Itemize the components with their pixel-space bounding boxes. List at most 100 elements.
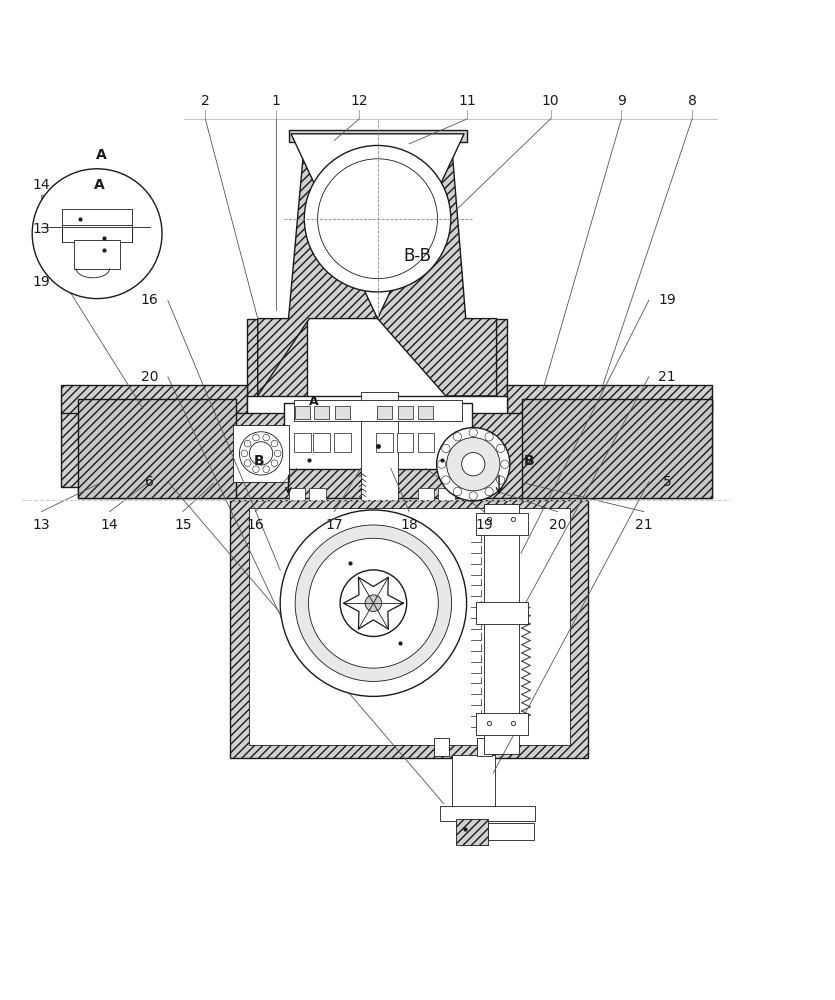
Text: 21: 21	[635, 518, 653, 532]
Circle shape	[281, 510, 467, 696]
Bar	[61, 385, 247, 413]
Text: B-B: B-B	[403, 247, 432, 265]
Circle shape	[442, 476, 450, 484]
Circle shape	[250, 442, 273, 465]
Circle shape	[453, 487, 462, 496]
Circle shape	[271, 460, 278, 467]
Bar	[476, 513, 528, 535]
Bar	[418, 488, 434, 500]
Text: 19: 19	[33, 275, 50, 289]
Text: A: A	[94, 178, 105, 192]
Bar	[438, 488, 455, 500]
Text: 20: 20	[141, 370, 159, 384]
Text: A: A	[309, 395, 318, 408]
Bar	[440, 806, 535, 821]
Circle shape	[497, 444, 505, 453]
Text: 11: 11	[458, 94, 476, 108]
Text: 19: 19	[658, 293, 676, 307]
Text: 20: 20	[549, 518, 566, 532]
Text: 18: 18	[400, 518, 418, 532]
Circle shape	[453, 433, 462, 441]
Circle shape	[365, 595, 382, 612]
Bar	[376, 433, 392, 452]
Circle shape	[447, 438, 500, 491]
Bar	[294, 433, 311, 452]
Circle shape	[485, 487, 493, 496]
Circle shape	[252, 434, 259, 441]
Circle shape	[275, 450, 281, 457]
Text: 10: 10	[542, 94, 559, 108]
Bar	[397, 406, 412, 419]
Bar	[335, 406, 350, 419]
Circle shape	[271, 440, 278, 447]
Bar	[447, 319, 507, 402]
Bar	[314, 406, 329, 419]
Circle shape	[317, 159, 438, 279]
Bar	[247, 396, 507, 413]
Text: 1: 1	[271, 94, 281, 108]
Polygon shape	[258, 134, 377, 396]
Bar	[78, 399, 712, 498]
Circle shape	[442, 444, 450, 453]
Circle shape	[263, 434, 270, 441]
Bar	[295, 406, 310, 419]
Bar	[289, 130, 467, 142]
Text: 14: 14	[101, 518, 119, 532]
Bar	[418, 433, 434, 452]
Bar	[132, 195, 150, 244]
Bar	[230, 500, 588, 758]
Bar	[334, 433, 351, 452]
Bar	[476, 713, 528, 735]
Circle shape	[469, 492, 478, 500]
Circle shape	[33, 169, 162, 299]
Text: 14: 14	[33, 178, 50, 192]
Circle shape	[501, 460, 509, 468]
Bar	[361, 392, 397, 500]
Bar	[285, 403, 472, 469]
Circle shape	[469, 428, 478, 437]
Bar	[476, 602, 528, 624]
Polygon shape	[291, 134, 464, 319]
Text: 15: 15	[174, 518, 191, 532]
Text: 13: 13	[33, 518, 50, 532]
Bar	[233, 425, 290, 482]
Text: 6: 6	[145, 475, 154, 489]
Bar	[294, 400, 462, 421]
Text: 17: 17	[326, 518, 343, 532]
Bar	[522, 399, 712, 498]
Circle shape	[295, 525, 452, 681]
Text: 5: 5	[663, 475, 671, 489]
Circle shape	[245, 460, 250, 467]
Text: B: B	[254, 454, 265, 468]
Circle shape	[462, 453, 485, 476]
Bar	[488, 823, 534, 840]
Circle shape	[497, 476, 505, 484]
Bar	[309, 488, 326, 500]
Bar	[62, 225, 132, 242]
Bar	[507, 385, 712, 413]
Bar	[247, 319, 306, 402]
Circle shape	[263, 466, 270, 473]
Bar	[484, 504, 519, 754]
Text: 2: 2	[201, 94, 210, 108]
Text: B: B	[524, 454, 534, 468]
Text: 13: 13	[33, 222, 50, 236]
Text: 16: 16	[246, 518, 264, 532]
Text: 16: 16	[140, 293, 159, 307]
Circle shape	[240, 432, 283, 475]
Bar	[61, 412, 86, 487]
Bar	[249, 508, 569, 745]
Circle shape	[252, 466, 259, 473]
Text: 8: 8	[688, 94, 696, 108]
Circle shape	[308, 538, 438, 668]
Bar	[377, 406, 392, 419]
Circle shape	[241, 450, 248, 457]
Bar	[477, 738, 492, 756]
Bar	[41, 195, 62, 244]
Text: 9: 9	[617, 94, 625, 108]
Bar	[78, 399, 236, 498]
Circle shape	[485, 433, 493, 441]
Text: 19: 19	[475, 518, 493, 532]
Bar	[418, 406, 433, 419]
Bar	[456, 819, 488, 845]
